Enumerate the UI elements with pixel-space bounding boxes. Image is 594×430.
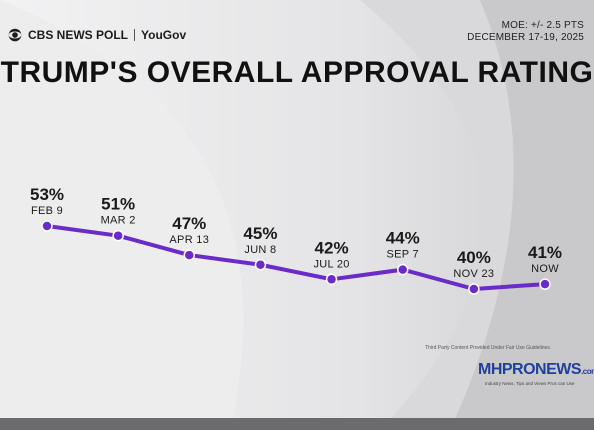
data-label: 53%	[30, 185, 64, 204]
data-point	[539, 278, 551, 290]
chart-title: TRUMP'S OVERALL APPROVAL RATING	[0, 56, 594, 89]
data-point	[468, 283, 480, 295]
data-label: 47%	[172, 214, 206, 233]
mhpronews-logo: MHPRONEWS.com	[478, 361, 594, 379]
date-label: APR 13	[169, 234, 209, 246]
data-label: 51%	[101, 195, 135, 214]
date-label: JUN 8	[244, 244, 276, 256]
cbs-eye-icon	[8, 28, 22, 42]
data-label: 45%	[243, 224, 277, 243]
mhpronews-tagline: Industry News, Tips and Views Pros can U…	[485, 381, 575, 386]
mhpronews-logo-main: MHPRONEWS	[478, 361, 582, 378]
approval-series-line	[46, 224, 546, 291]
date-label: SEP 7	[386, 249, 419, 261]
data-point	[396, 263, 409, 276]
poll-dates: DECEMBER 17-19, 2025	[467, 32, 584, 43]
date-label: JUL 20	[313, 258, 349, 270]
header-divider	[134, 29, 136, 41]
date-label: MAR 2	[101, 215, 136, 227]
mhpronews-logo-suffix: .com	[581, 367, 594, 376]
poll-brand: CBS NEWS POLL	[28, 28, 129, 42]
data-label: 44%	[386, 229, 420, 248]
data-label: 41%	[528, 243, 562, 262]
bottom-strip	[0, 418, 594, 430]
date-label: FEB 9	[31, 205, 63, 217]
data-label: 42%	[315, 238, 349, 257]
data-point	[183, 249, 196, 261]
date-label: NOW	[531, 263, 559, 275]
poll-header: CBS NEWS POLL YouGov	[8, 28, 186, 42]
data-point	[112, 229, 124, 242]
date-label: NOV 23	[453, 268, 494, 280]
poll-partner: YouGov	[141, 28, 187, 42]
data-point	[325, 273, 338, 286]
data-point	[41, 220, 53, 232]
moe-text: MOE: +/- 2.5 PTS	[501, 20, 584, 31]
data-point	[254, 259, 267, 271]
data-label: 40%	[457, 248, 491, 267]
moe-block: MOE: +/- 2.5 PTS DECEMBER 17-19, 2025	[467, 20, 584, 44]
fair-use-disclaimer: Third Party Content Provided Under Fair …	[425, 345, 552, 351]
